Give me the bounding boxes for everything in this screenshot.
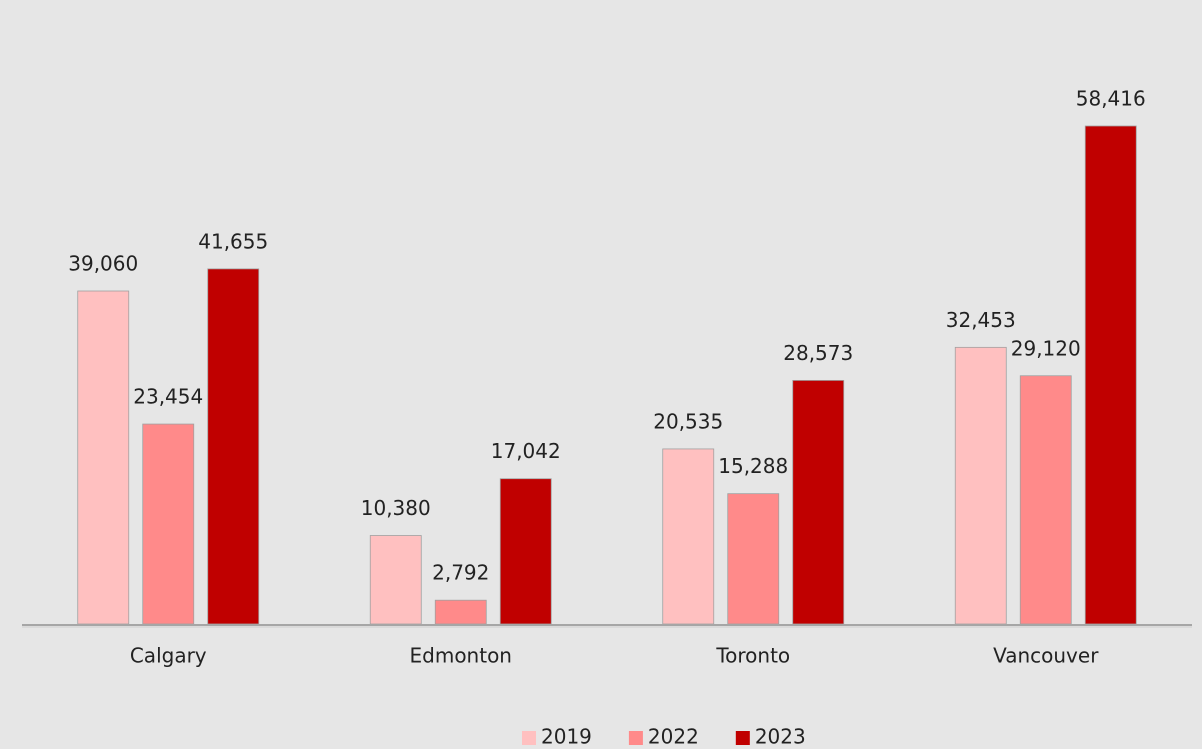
data-label: 10,380 [361, 496, 431, 520]
x-tick-label: Edmonton [410, 644, 512, 668]
bar [499, 478, 552, 625]
bar [77, 290, 130, 625]
data-label: 39,060 [68, 252, 138, 276]
data-label: 23,454 [133, 385, 203, 409]
data-label: 32,453 [946, 308, 1016, 332]
x-tick-label: Vancouver [993, 644, 1099, 668]
x-tick-label: Toronto [715, 644, 790, 668]
bar [1084, 125, 1137, 625]
bar [434, 599, 487, 625]
data-label: 41,655 [198, 229, 268, 253]
legend-label: 2022 [648, 725, 699, 749]
data-label: 15,288 [718, 454, 788, 478]
data-label: 2,792 [432, 561, 489, 585]
bar [142, 423, 195, 625]
legend-label: 2019 [541, 725, 592, 749]
bar [727, 493, 780, 625]
bar [1019, 375, 1072, 625]
legend-swatch [628, 731, 643, 745]
bar [954, 346, 1007, 625]
legend-swatch [522, 731, 536, 745]
bar [207, 268, 260, 625]
data-label: 17,042 [491, 439, 561, 463]
data-label: 29,120 [1011, 336, 1081, 360]
bar [369, 535, 422, 625]
data-label: 20,535 [653, 409, 723, 433]
data-label: 28,573 [783, 341, 853, 365]
bar [662, 448, 715, 625]
x-tick-label: Calgary [130, 644, 207, 668]
bar [792, 380, 845, 625]
data-label: 58,416 [1076, 87, 1146, 111]
legend-swatch [735, 731, 750, 745]
legend-label: 2023 [755, 725, 806, 749]
